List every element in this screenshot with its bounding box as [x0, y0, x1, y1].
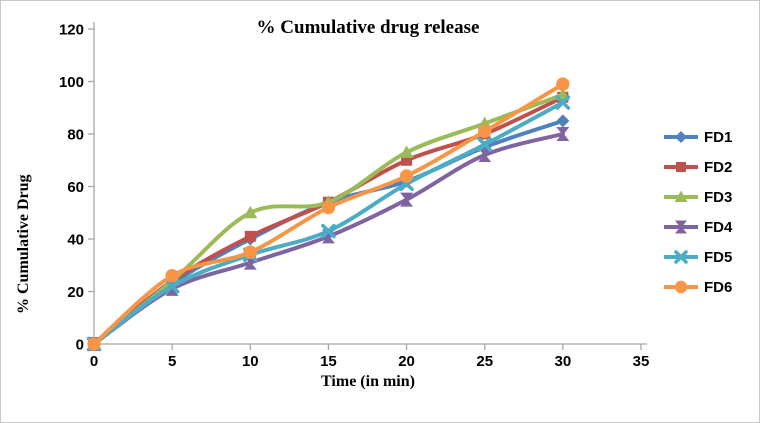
x-marker [555, 95, 571, 110]
y-tick-label: 0 [76, 337, 84, 354]
legend-item-fd5: FD5 [663, 242, 732, 272]
circle-marker [165, 269, 179, 283]
x-tick-label: 30 [555, 353, 572, 370]
star-marker [556, 127, 570, 141]
legend-label-fd4: FD4 [704, 218, 733, 236]
series-fd2 [88, 91, 569, 350]
y-tick-label: 40 [67, 232, 84, 249]
x-tick-label: 35 [633, 353, 650, 370]
square-marker [401, 154, 413, 166]
legend-label-fd6: FD6 [704, 278, 733, 296]
x-axis-title: Time (in min) [321, 373, 415, 390]
square-marker [676, 162, 686, 172]
series-line-fd5 [92, 100, 565, 346]
square-marker [244, 230, 256, 242]
x-tick-label: 20 [398, 353, 415, 370]
legend-item-fd4: FD4 [663, 212, 732, 242]
circle-marker [556, 77, 570, 91]
legend: FD1 FD2 FD3 FD4 FD5 FD6 [663, 122, 732, 302]
y-tick-label: 80 [67, 127, 84, 144]
star-marker [400, 192, 414, 207]
triangle-marker [674, 190, 688, 202]
diamond-marker [675, 131, 687, 143]
x-tick-label: 5 [168, 353, 176, 370]
series-fd5 [86, 95, 571, 352]
legend-item-fd2: FD2 [663, 152, 732, 182]
legend-label-fd1: FD1 [704, 128, 733, 146]
x-marker [321, 223, 336, 239]
y-tick-label: 120 [59, 22, 84, 39]
y-tick-label: 100 [59, 74, 84, 91]
star-marker [675, 220, 687, 234]
triangle-marker [243, 205, 258, 219]
legend-label-fd3: FD3 [704, 188, 733, 206]
x-tick-label: 25 [476, 353, 493, 370]
x-marker [164, 278, 180, 294]
legend-key-fd1 [664, 131, 698, 143]
legend-key-fd2 [664, 162, 698, 172]
legend-key-fd4 [664, 220, 698, 234]
diamond-marker [556, 114, 570, 128]
circle-marker [478, 124, 492, 139]
series-fd6 [87, 77, 570, 351]
x-tick-label: 10 [242, 353, 259, 370]
x-marker [674, 250, 688, 264]
triangle-marker [399, 145, 414, 158]
circle-marker [321, 200, 336, 215]
legend-key-fd5 [664, 250, 698, 264]
legend-key-fd3 [664, 190, 698, 202]
series-line-fd2 [92, 95, 565, 346]
y-tick-label: 20 [67, 284, 84, 301]
legend-item-fd3: FD3 [663, 182, 732, 212]
circle-marker [243, 245, 257, 259]
star-marker [478, 148, 492, 162]
series-fd4 [87, 127, 570, 351]
legend-item-fd1: FD1 [663, 122, 732, 152]
legend-label-fd5: FD5 [704, 248, 733, 266]
x-marker [477, 137, 493, 152]
legend-key-fd6 [664, 280, 698, 294]
x-tick-label: 15 [320, 353, 337, 370]
legend-item-fd6: FD6 [663, 272, 732, 302]
circle-marker [87, 337, 101, 351]
circle-marker [399, 169, 414, 183]
legend-label-fd2: FD2 [704, 158, 733, 176]
chart-title: % Cumulative drug release [256, 17, 480, 38]
x-tick-label: 0 [90, 353, 98, 370]
y-tick-label: 60 [67, 179, 84, 196]
circle-marker [674, 280, 688, 294]
